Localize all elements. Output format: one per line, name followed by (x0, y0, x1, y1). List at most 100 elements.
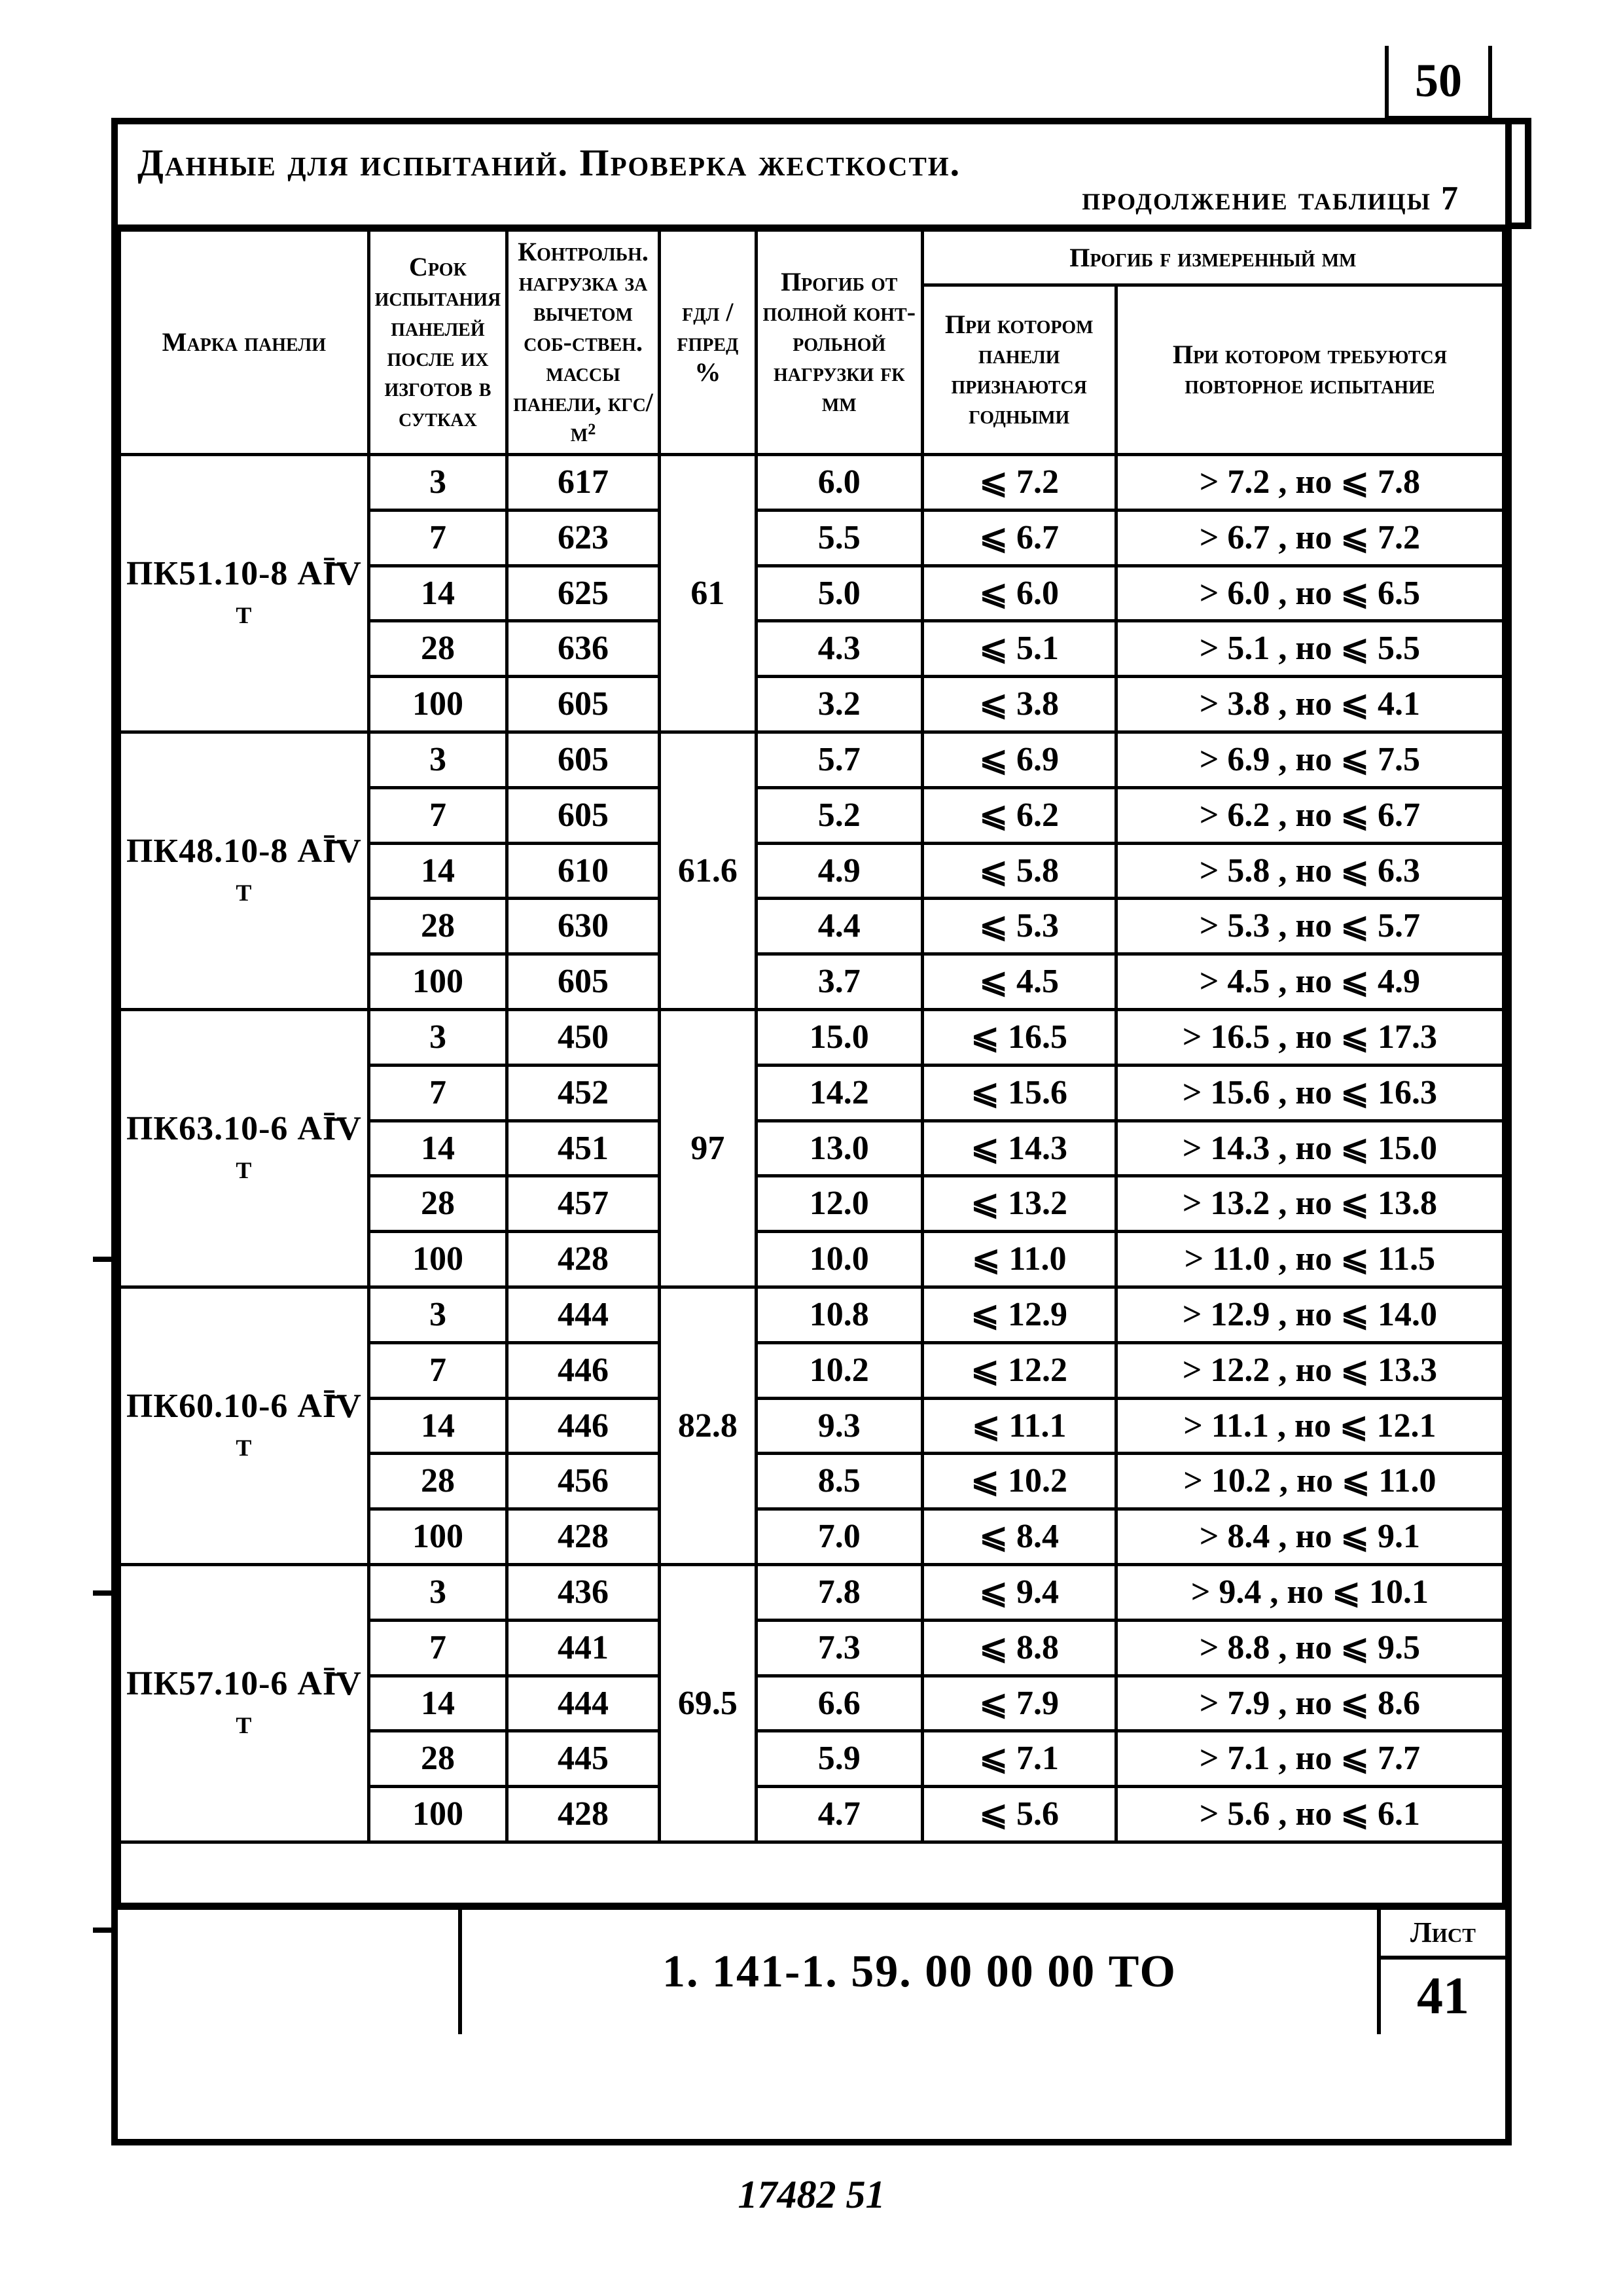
margin-tick (93, 1590, 113, 1596)
col-marka: Марка панели (120, 230, 369, 455)
cell-load: 617 (507, 455, 660, 511)
cell-load: 625 (507, 565, 660, 621)
col-retest: При котором требуются повторное испытани… (1116, 285, 1503, 455)
cell-fk: 5.2 (756, 787, 922, 843)
cell-fk: 5.5 (756, 510, 922, 565)
cell-retest: > 6.2 , но ⩽ 6.7 (1116, 787, 1503, 843)
col-good: При котором панели признаются годными (922, 285, 1116, 455)
cell-load: 630 (507, 899, 660, 954)
cell-retest: > 11.1 , но ⩽ 12.1 (1116, 1398, 1503, 1454)
cell-fk: 4.3 (756, 621, 922, 677)
title-block: Данные для испытаний. Проверка жесткости… (118, 124, 1505, 228)
cell-retest: > 3.8 , но ⩽ 4.1 (1116, 677, 1503, 732)
cell-srok: 3 (368, 455, 507, 511)
cell-srok: 14 (368, 1676, 507, 1731)
cell-good: ⩽ 8.4 (922, 1509, 1116, 1565)
cell-marka: ПК60.10-6 АĪ̄V т (120, 1287, 369, 1564)
cell-srok: 28 (368, 1454, 507, 1509)
cell-retest: > 12.9 , но ⩽ 14.0 (1116, 1287, 1503, 1342)
cell-fk: 7.3 (756, 1620, 922, 1676)
cell-good: ⩽ 16.5 (922, 1009, 1116, 1065)
cell-fk: 9.3 (756, 1398, 922, 1454)
cell-srok: 7 (368, 1065, 507, 1121)
cell-load: 457 (507, 1176, 660, 1232)
cell-fk: 6.0 (756, 455, 922, 511)
cell-load: 444 (507, 1676, 660, 1731)
cell-good: ⩽ 7.9 (922, 1676, 1116, 1731)
cell-good: ⩽ 12.2 (922, 1342, 1116, 1398)
cell-srok: 7 (368, 787, 507, 843)
cell-percent: 61.6 (659, 732, 756, 1009)
cell-srok: 28 (368, 1731, 507, 1787)
cell-load: 456 (507, 1454, 660, 1509)
cell-retest: > 14.3 , но ⩽ 15.0 (1116, 1121, 1503, 1176)
spacer-row (120, 1842, 1504, 1904)
cell-retest: > 6.0 , но ⩽ 6.5 (1116, 565, 1503, 621)
cell-good: ⩽ 12.9 (922, 1287, 1116, 1342)
cell-good: ⩽ 6.2 (922, 787, 1116, 843)
cell-good: ⩽ 5.8 (922, 843, 1116, 899)
corner-page-number: 50 (1385, 46, 1492, 120)
cell-good: ⩽ 5.6 (922, 1787, 1116, 1842)
cell-load: 636 (507, 621, 660, 677)
cell-marka: ПК51.10-8 АĪ̄V т (120, 455, 369, 732)
cell-fk: 8.5 (756, 1454, 922, 1509)
binding-tab (1505, 118, 1531, 229)
cell-retest: > 6.7 , но ⩽ 7.2 (1116, 510, 1503, 565)
cell-good: ⩽ 13.2 (922, 1176, 1116, 1232)
cell-fk: 10.0 (756, 1232, 922, 1287)
margin-tick (93, 1257, 113, 1262)
table-row: ПК48.10-8 АĪ̄V т360561.65.7⩽ 6.9> 6.9 , … (120, 732, 1504, 787)
cell-srok: 28 (368, 899, 507, 954)
cell-percent: 82.8 (659, 1287, 756, 1564)
cell-srok: 28 (368, 1176, 507, 1232)
cell-good: ⩽ 7.2 (922, 455, 1116, 511)
cell-fk: 5.0 (756, 565, 922, 621)
cell-load: 452 (507, 1065, 660, 1121)
footer-left-stamp (118, 1910, 462, 2034)
cell-srok: 28 (368, 621, 507, 677)
cell-load: 623 (507, 510, 660, 565)
cell-fk: 10.2 (756, 1342, 922, 1398)
cell-load: 605 (507, 677, 660, 732)
sheet-label: Лист (1381, 1910, 1505, 1960)
cell-srok: 14 (368, 565, 507, 621)
document-frame: Данные для испытаний. Проверка жесткости… (111, 118, 1512, 2145)
cell-good: ⩽ 6.9 (922, 732, 1116, 787)
cell-good: ⩽ 11.0 (922, 1232, 1116, 1287)
cell-retest: > 7.9 , но ⩽ 8.6 (1116, 1676, 1503, 1731)
cell-retest: > 10.2 , но ⩽ 11.0 (1116, 1454, 1503, 1509)
cell-fk: 3.7 (756, 954, 922, 1010)
cell-srok: 100 (368, 677, 507, 732)
cell-load: 450 (507, 1009, 660, 1065)
data-table: Марка панели Срок испытания панелей посл… (118, 228, 1505, 1906)
cell-load: 428 (507, 1787, 660, 1842)
cell-retest: > 5.3 , но ⩽ 5.7 (1116, 899, 1503, 954)
cell-fk: 3.2 (756, 677, 922, 732)
spacer-cell (120, 1842, 1504, 1904)
cell-good: ⩽ 5.3 (922, 899, 1116, 954)
cell-fk: 6.6 (756, 1676, 922, 1731)
table-row: ПК51.10-8 АĪ̄V т3617616.0⩽ 7.2> 7.2 , но… (120, 455, 1504, 511)
cell-srok: 14 (368, 1121, 507, 1176)
cell-srok: 3 (368, 1009, 507, 1065)
cell-fk: 15.0 (756, 1009, 922, 1065)
bottom-page-number: 17482 51 (0, 2172, 1623, 2217)
cell-good: ⩽ 10.2 (922, 1454, 1116, 1509)
cell-fk: 7.0 (756, 1509, 922, 1565)
cell-retest: > 8.8 , но ⩽ 9.5 (1116, 1620, 1503, 1676)
cell-percent: 69.5 (659, 1564, 756, 1842)
cell-good: ⩽ 8.8 (922, 1620, 1116, 1676)
cell-load: 446 (507, 1342, 660, 1398)
sheet-number: 41 (1381, 1960, 1505, 2034)
col-measured: Прогиб f измеренный мм (922, 230, 1503, 285)
cell-fk: 10.8 (756, 1287, 922, 1342)
cell-load: 605 (507, 787, 660, 843)
cell-retest: > 5.6 , но ⩽ 6.1 (1116, 1787, 1503, 1842)
cell-srok: 100 (368, 1509, 507, 1565)
cell-retest: > 16.5 , но ⩽ 17.3 (1116, 1009, 1503, 1065)
cell-good: ⩽ 6.0 (922, 565, 1116, 621)
cell-srok: 14 (368, 843, 507, 899)
cell-marka: ПК63.10-6 АĪ̄V т (120, 1009, 369, 1287)
cell-load: 444 (507, 1287, 660, 1342)
